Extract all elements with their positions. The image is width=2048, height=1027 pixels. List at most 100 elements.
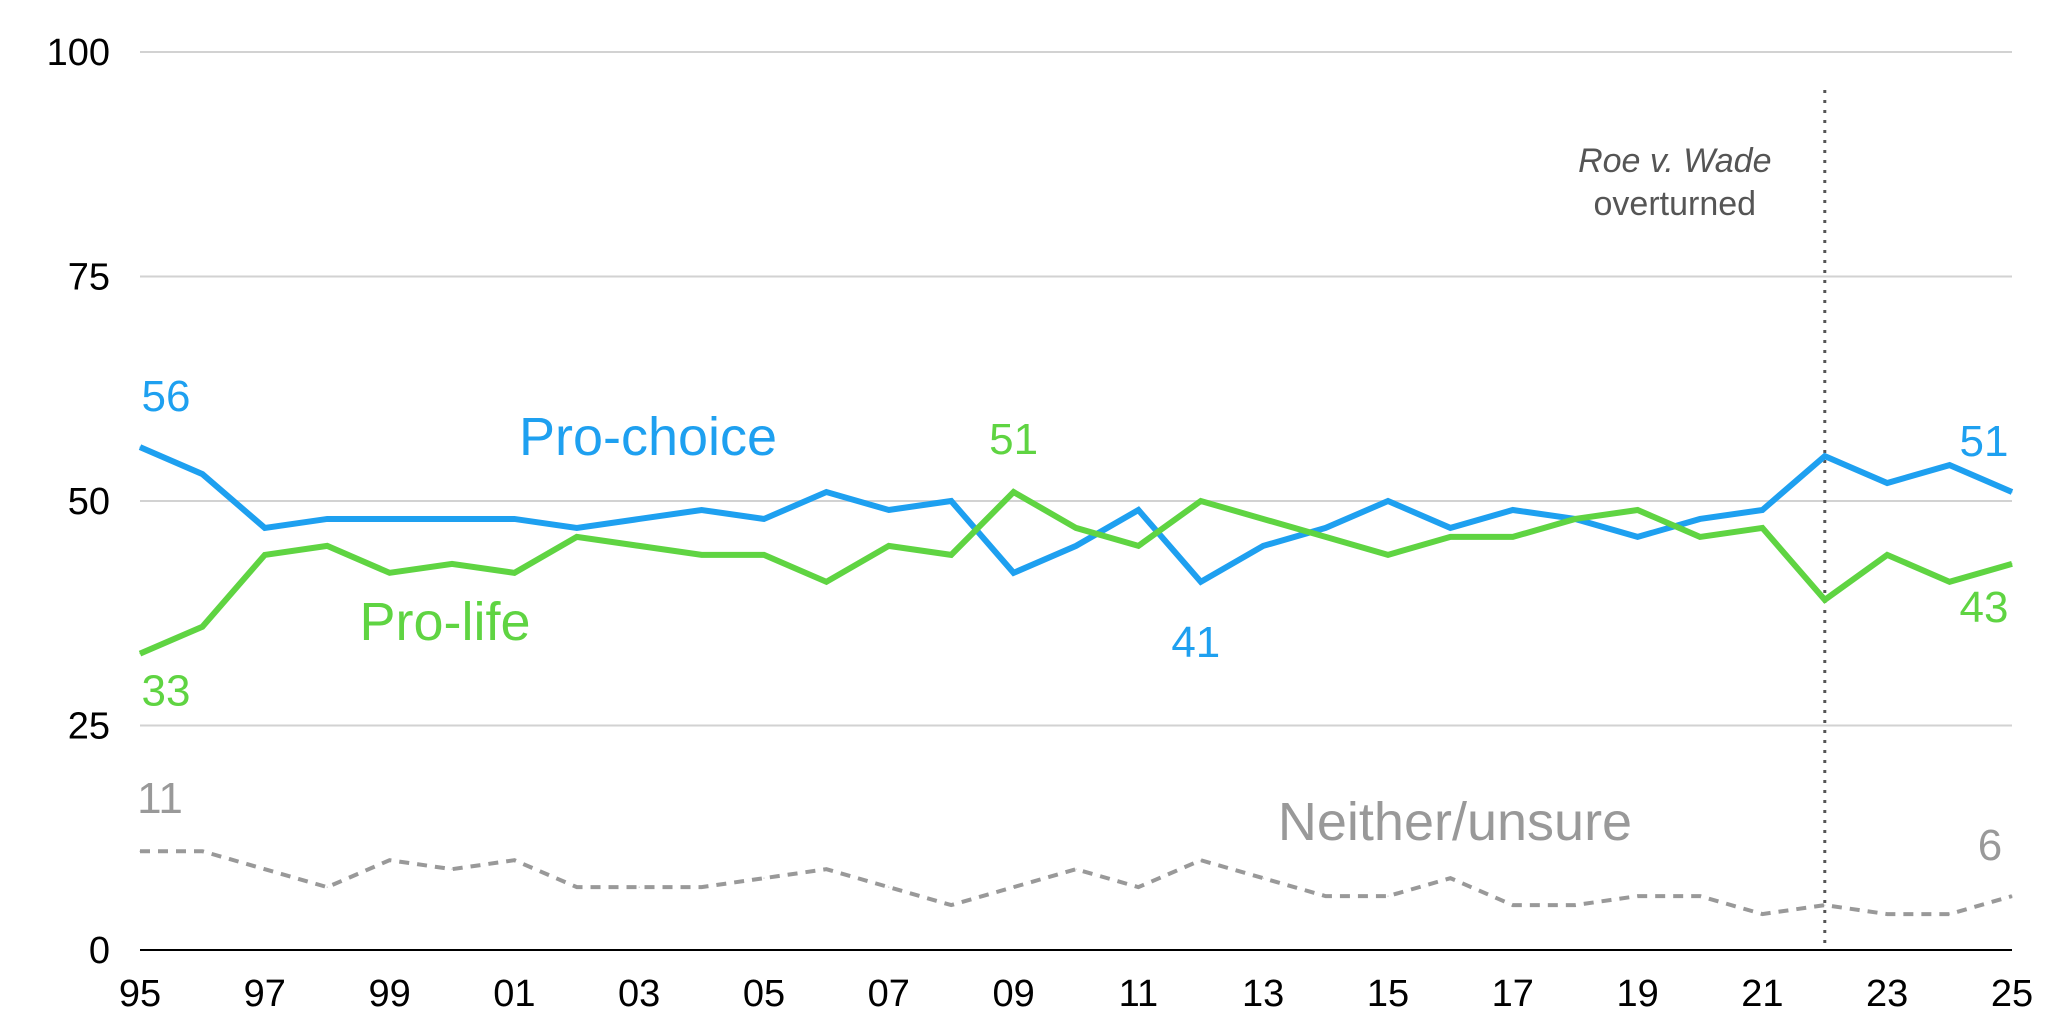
data-point-pro-life	[1325, 536, 1327, 538]
series-lines	[138, 444, 2014, 917]
data-point-neither-unsure	[1262, 877, 1264, 879]
series-labels: Pro-choice Pro-life Neither/unsure	[359, 407, 1632, 852]
data-point-pro-life	[1013, 491, 1015, 493]
y-tick-label: 0	[89, 930, 110, 972]
x-axis-ticks: 95 97 99 01 03 05 07 09 11 13 15 17 19 21 23 25	[119, 973, 2033, 1015]
data-point-pro-choice	[763, 518, 765, 520]
data-point-pro-choice	[638, 518, 640, 520]
data-point-neither-unsure	[264, 868, 266, 870]
data-point-pro-life	[1824, 599, 1826, 601]
data-point-pro-life	[513, 572, 515, 574]
data-point-pro-life	[1262, 518, 1264, 520]
x-tick-label: 03	[618, 973, 660, 1015]
x-tick-label: 97	[244, 973, 286, 1015]
data-point-pro-choice	[513, 518, 515, 520]
data-point-pro-life	[825, 581, 827, 583]
data-point-pro-choice	[1262, 545, 1264, 547]
data-point-pro-choice	[1761, 509, 1763, 511]
data-point-neither-unsure	[825, 868, 827, 870]
annotation-line-2: overturned	[1594, 185, 1757, 223]
data-point-pro-life	[1449, 536, 1451, 538]
data-point-pro-life	[1137, 545, 1139, 547]
data-point-pro-choice	[1325, 527, 1327, 529]
data-point-pro-choice	[1013, 572, 1015, 574]
data-point-pro-choice	[576, 527, 578, 529]
data-point-pro-life	[701, 554, 703, 556]
data-point-pro-choice	[201, 473, 203, 475]
data-point-neither-unsure	[201, 850, 203, 852]
data-point-neither-unsure	[888, 886, 890, 888]
x-tick-label: 17	[1492, 973, 1534, 1015]
x-tick-label: 09	[992, 973, 1034, 1015]
data-label: 56	[142, 372, 191, 421]
x-tick-label: 95	[119, 973, 161, 1015]
data-point-pro-life	[326, 545, 328, 547]
data-point-pro-choice	[139, 446, 141, 448]
data-point-pro-life	[1637, 509, 1639, 511]
y-tick-label: 25	[68, 706, 110, 748]
x-tick-label: 15	[1367, 973, 1409, 1015]
data-point-neither-unsure	[389, 859, 391, 861]
data-point-neither-unsure	[1637, 895, 1639, 897]
data-point-neither-unsure	[1137, 886, 1139, 888]
annotation: Roe v. Wade overturned	[1578, 90, 1827, 950]
data-point-pro-choice	[2011, 491, 2013, 493]
data-label: 11	[137, 774, 183, 823]
data-point-neither-unsure	[513, 859, 515, 861]
x-tick-label: 25	[1991, 973, 2033, 1015]
data-point-pro-life	[638, 545, 640, 547]
x-tick-label: 13	[1242, 973, 1284, 1015]
series-label-neither-unsure: Neither/unsure	[1278, 792, 1632, 852]
data-point-pro-choice	[264, 527, 266, 529]
data-point-neither-unsure	[2011, 895, 2013, 897]
data-point-pro-choice	[825, 491, 827, 493]
data-point-pro-choice	[1200, 581, 1202, 583]
data-label: 51	[989, 415, 1038, 464]
x-tick-label: 99	[368, 973, 410, 1015]
data-point-pro-life	[888, 545, 890, 547]
data-point-neither-unsure	[1200, 859, 1202, 861]
annotation-line-1: Roe v. Wade	[1578, 142, 1771, 180]
data-point-pro-life	[1699, 536, 1701, 538]
x-tick-label: 01	[493, 973, 535, 1015]
data-point-neither-unsure	[638, 886, 640, 888]
data-point-pro-life	[389, 572, 391, 574]
data-point-neither-unsure	[1574, 904, 1576, 906]
data-label: 51	[1960, 417, 2009, 466]
data-label: 6	[1978, 821, 2002, 870]
gridlines	[140, 51, 2012, 727]
data-point-neither-unsure	[1761, 913, 1763, 915]
data-point-pro-choice	[1137, 509, 1139, 511]
series-label-pro-life: Pro-life	[359, 592, 530, 652]
data-point-neither-unsure	[1387, 895, 1389, 897]
data-point-pro-choice	[888, 509, 890, 511]
x-tick-label: 11	[1119, 973, 1158, 1015]
data-point-neither-unsure	[1325, 895, 1327, 897]
y-axis-ticks: 0 25 50 75 100	[47, 32, 110, 972]
data-point-pro-choice	[1949, 464, 1951, 466]
data-point-pro-life	[451, 563, 453, 565]
data-point-pro-life	[1387, 554, 1389, 556]
data-point-pro-choice	[1512, 509, 1514, 511]
data-point-neither-unsure	[1013, 886, 1015, 888]
data-point-neither-unsure	[1699, 895, 1701, 897]
data-point-pro-life	[1886, 554, 1888, 556]
data-point-neither-unsure	[1512, 904, 1514, 906]
data-point-pro-life	[1075, 527, 1077, 529]
data-point-neither-unsure	[576, 886, 578, 888]
x-tick-label: 05	[743, 973, 785, 1015]
data-label: 33	[142, 667, 191, 716]
data-point-neither-unsure	[139, 850, 141, 852]
x-tick-label: 21	[1741, 973, 1783, 1015]
data-point-pro-life	[950, 554, 952, 556]
data-labels: 56 51 41 33 51 43 11 6	[137, 372, 2008, 870]
series-line-pro-choice	[138, 444, 2014, 586]
data-point-pro-choice	[1886, 482, 1888, 484]
data-point-pro-choice	[389, 518, 391, 520]
data-point-neither-unsure	[701, 886, 703, 888]
x-tick-label: 23	[1866, 973, 1908, 1015]
x-tick-label: 07	[868, 973, 910, 1015]
data-point-pro-life	[2011, 563, 2013, 565]
data-point-pro-life	[1761, 527, 1763, 529]
series-label-pro-choice: Pro-choice	[519, 407, 777, 467]
